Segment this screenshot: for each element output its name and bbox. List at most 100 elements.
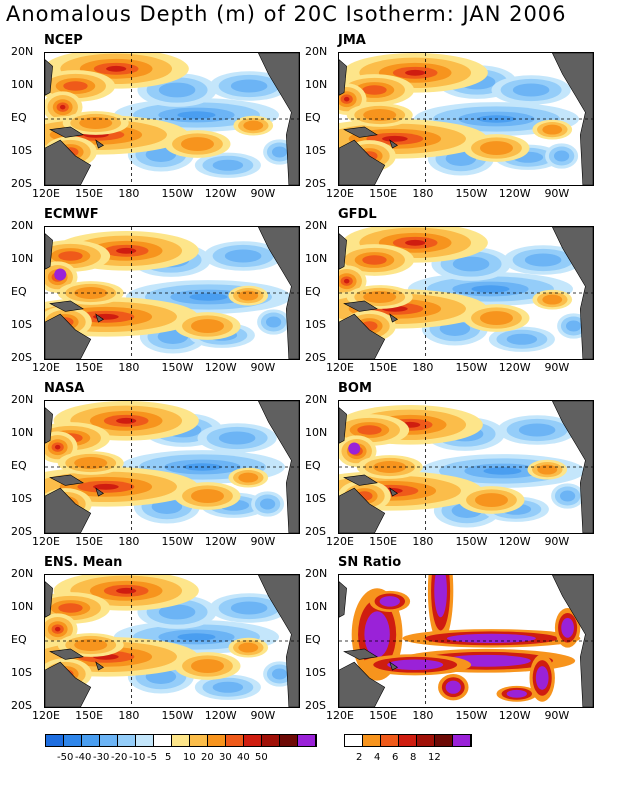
warm-anomaly-peak [93,483,119,490]
warm-anomaly-peak [343,96,350,102]
lat-label: EQ [305,459,321,472]
lat-label: 10N [11,78,34,91]
sn-ratio-high [445,680,461,694]
lat-label: 20S [11,177,32,190]
anomaly-colorbar-swatch [64,735,82,746]
lat-label: 10S [11,144,32,157]
sn-colorbar-label: 2 [356,752,363,763]
lat-label: 20S [11,699,32,712]
australia-landmass [45,139,92,185]
lon-label: 150E [75,187,104,200]
sn-ratio-high [561,617,574,638]
lon-label: 120W [204,535,237,548]
anomaly-colorbar-swatch [136,735,154,746]
americas-landmass [552,227,593,359]
new-guinea-landmass [343,126,378,138]
lon-label: 150W [161,187,194,200]
cold-anomaly-core [212,159,244,171]
sn-colorbar-swatch [435,735,453,746]
cold-anomaly-core [259,498,276,510]
warm-anomaly-peak [106,65,127,72]
lon-label: 90W [250,361,276,374]
lat-label: 20N [305,567,328,580]
lon-label: 120W [204,361,237,374]
americas-landmass [258,227,299,359]
australia-landmass [339,313,386,359]
warm-anomaly-inner [190,489,224,503]
sn-colorbar-swatch [453,735,471,746]
anomaly-colorbar-swatch [244,735,262,746]
americas-landmass [552,575,593,707]
australia-landmass [339,487,386,533]
solomon-islands [389,313,398,323]
lon-label: 120E [32,709,60,722]
lon-label: 120W [498,709,531,722]
warm-anomaly-peak [54,444,61,450]
philippines-landmass [339,581,347,618]
lon-label: 120E [326,535,354,548]
warm-anomaly-inner [238,472,259,483]
warm-anomaly-inner [238,290,259,301]
lat-label: EQ [305,285,321,298]
sn-ratio-high [446,633,536,643]
cold-anomaly-core [565,320,582,332]
lon-label: 180 [118,709,140,722]
lat-label: 10N [305,426,328,439]
panel-title-jma: JMA [338,33,366,48]
cold-anomaly-core [212,681,244,693]
lon-label: 120E [32,187,60,200]
warm-anomaly-inner [363,109,397,121]
lat-label: EQ [11,633,27,646]
warm-anomaly-inner [74,457,108,469]
lat-label: 10N [305,252,328,265]
lon-label: 120E [32,361,60,374]
anomaly-colorbar-swatch [208,735,226,746]
new-guinea-landmass [49,474,84,486]
cold-anomaly-core [553,150,570,162]
australia-landmass [45,487,92,533]
cold-anomaly-core [524,253,562,267]
panel-title-ens: ENS. Mean [44,555,123,570]
solomon-islands [95,313,104,323]
new-guinea-landmass [49,648,84,660]
lon-label: 150E [369,187,398,200]
cold-anomaly-core [230,601,268,615]
cold-anomaly-core [271,146,288,158]
warm-anomaly-peak [116,587,137,594]
americas-landmass [552,53,593,185]
panel-title-ncep: NCEP [44,33,83,48]
solomon-islands [389,661,398,671]
cold-anomaly-peak [189,293,228,301]
map-panel-ecmwf [44,226,300,360]
lon-label: 120W [204,709,237,722]
solomon-islands [95,487,104,497]
americas-landmass [258,401,299,533]
cold-anomaly-peak [177,111,216,119]
cold-anomaly-core [506,333,538,345]
new-guinea-landmass [343,474,378,486]
lat-label: 10N [11,600,34,613]
lat-label: EQ [305,633,321,646]
lat-label: 10S [11,666,32,679]
panel-title-sn: SN Ratio [338,555,402,570]
americas-landmass [552,401,593,533]
cold-anomaly-core [512,83,550,97]
cold-anomaly-core [559,490,576,502]
cold-anomaly-core [158,604,196,620]
lon-label: 90W [250,187,276,200]
cold-anomaly-core [452,256,490,272]
philippines-landmass [45,407,53,444]
anomaly-colorbar-label: 20 [201,752,214,763]
lon-label: 180 [118,535,140,548]
lon-label: 90W [544,187,570,200]
warm-anomaly-inner [542,124,563,135]
philippines-landmass [339,59,347,96]
extreme-anomaly [348,442,361,455]
anomaly-colorbar-swatch [100,735,118,746]
cold-anomaly-peak [177,633,216,641]
warm-anomaly-inner [74,287,108,299]
anomaly-colorbar-label: 50 [255,752,268,763]
australia-landmass [339,139,386,185]
anomaly-colorbar-swatch [154,735,172,746]
lon-label: 120W [498,535,531,548]
